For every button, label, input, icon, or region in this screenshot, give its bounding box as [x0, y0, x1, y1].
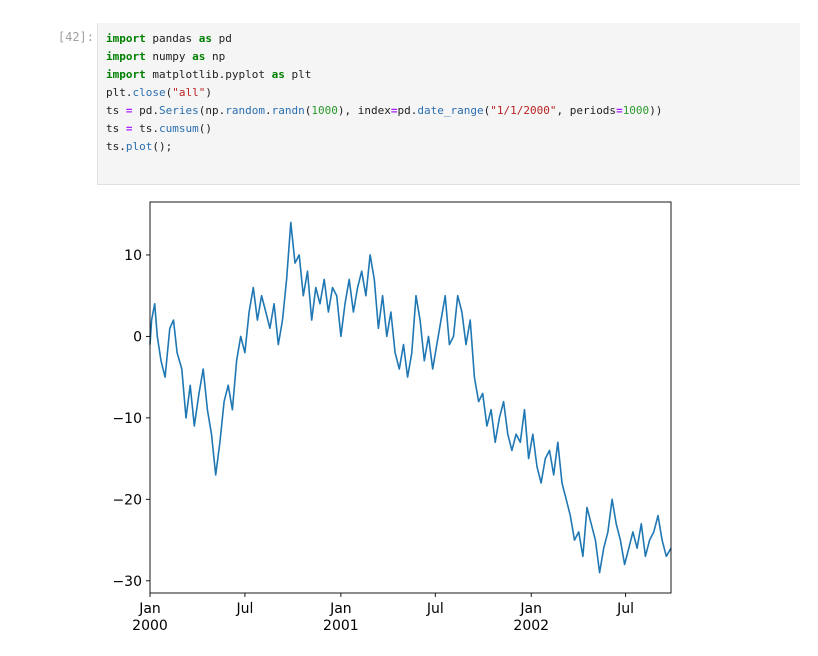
code-token: ts. [132, 122, 159, 135]
code-token: ts [106, 104, 126, 117]
code-token: = [125, 122, 133, 135]
code-token: ( [304, 104, 312, 117]
code-input-area[interactable]: import pandas as pd import numpy as np i… [97, 23, 800, 185]
code-token: np [205, 50, 226, 63]
code-token: ( [165, 86, 173, 99]
y-tick-label: −10 [112, 411, 142, 427]
code-token: pd. [397, 104, 418, 117]
y-tick-label: −30 [112, 574, 142, 590]
code-token: pd. [132, 104, 159, 117]
code-editor[interactable]: import pandas as pd import numpy as np i… [106, 30, 662, 156]
code-line: plt.close("all") [106, 86, 212, 99]
y-tick-label: 10 [124, 248, 142, 264]
series-line [149, 221, 672, 574]
code-token: numpy [145, 50, 193, 63]
y-tick-label: −20 [112, 492, 142, 508]
code-token: ( [483, 104, 491, 117]
code-token: import [106, 32, 146, 45]
code-token: , periods [556, 104, 617, 117]
code-token: as [271, 68, 285, 81]
code-token: = [616, 104, 623, 117]
code-token: Series [159, 104, 199, 117]
code-token: plt. [106, 86, 133, 99]
code-line: import pandas as pd [106, 32, 232, 45]
x-tick-year-label: 2000 [132, 618, 168, 634]
y-axis: 10 0 −10 −20 −30 [112, 248, 150, 590]
code-token: import [106, 50, 146, 63]
code-token: ts [106, 122, 126, 135]
code-token: ts. [106, 140, 126, 153]
code-line: import matplotlib.pyplot as plt [106, 68, 311, 81]
code-token: 1000 [311, 104, 338, 117]
code-token: as [192, 50, 206, 63]
code-token: = [125, 104, 133, 117]
code-line: ts = pd.Series(np.random.randn(1000), in… [106, 104, 662, 117]
x-tick-label: Jan [329, 601, 352, 617]
x-tick-year-label: 2001 [323, 618, 359, 634]
x-tick-label: Jul [235, 601, 253, 617]
code-line: ts.plot(); [106, 140, 172, 153]
code-line: import numpy as np [106, 50, 225, 63]
code-token: ), index [337, 104, 391, 117]
x-tick-label: Jul [616, 601, 634, 617]
code-token: close [132, 86, 166, 99]
code-token: pandas [145, 32, 199, 45]
code-token: random [225, 104, 265, 117]
execution-count: [42]: [57, 30, 94, 44]
x-tick-label: Jul [426, 601, 444, 617]
code-token: matplotlib.pyplot [145, 68, 272, 81]
code-token: (np. [198, 104, 226, 117]
code-token: "1/1/2000" [490, 104, 557, 117]
code-token: () [198, 122, 212, 135]
code-token: )) [649, 104, 663, 117]
code-token: = [390, 104, 398, 117]
axes-frame [149, 201, 672, 594]
series-line-group [149, 221, 672, 574]
y-tick-label: 0 [133, 329, 142, 345]
x-tick-year-label: 2002 [513, 618, 549, 634]
code-token: ) [205, 86, 212, 99]
code-token: plt [284, 68, 312, 81]
code-token: randn [271, 104, 305, 117]
code-token: (); [152, 140, 173, 153]
code-token: pd [211, 32, 232, 45]
code-token: plot [125, 140, 153, 153]
code-token: as [198, 32, 212, 45]
x-tick-label: Jan [138, 601, 161, 617]
code-line: ts = ts.cumsum() [106, 122, 212, 135]
code-token: "all" [172, 86, 206, 99]
code-token: import [106, 68, 146, 81]
code-token: cumsum [159, 122, 199, 135]
code-token: date_range [417, 104, 484, 117]
code-token: 1000 [622, 104, 650, 117]
x-tick-label: Jan [519, 601, 542, 617]
code-token: . [265, 104, 272, 117]
